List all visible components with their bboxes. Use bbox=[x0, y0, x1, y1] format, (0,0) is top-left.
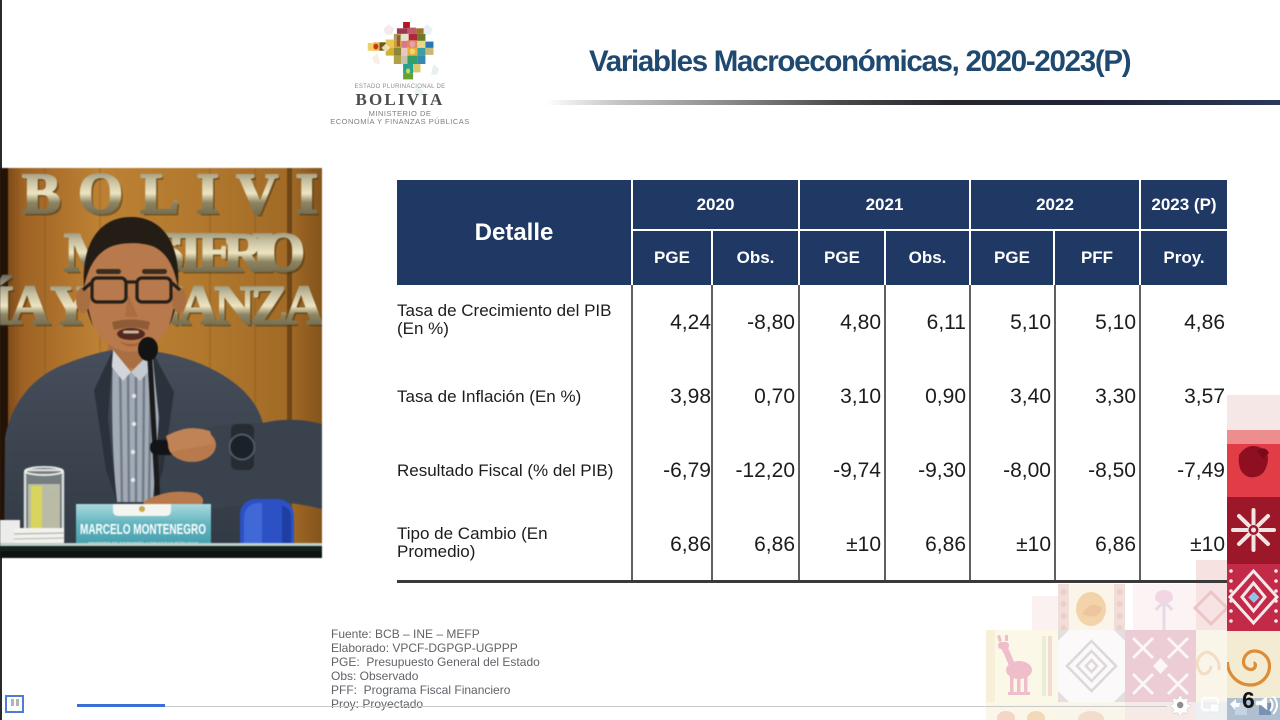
svg-text:MARCELO MONTENEGRO: MARCELO MONTENEGRO bbox=[80, 522, 206, 538]
svg-text:MINISTRO DE ECONOMÍA Y FINANZA: MINISTRO DE ECONOMÍA Y FINANZAS PÚBLICAS bbox=[88, 539, 198, 546]
